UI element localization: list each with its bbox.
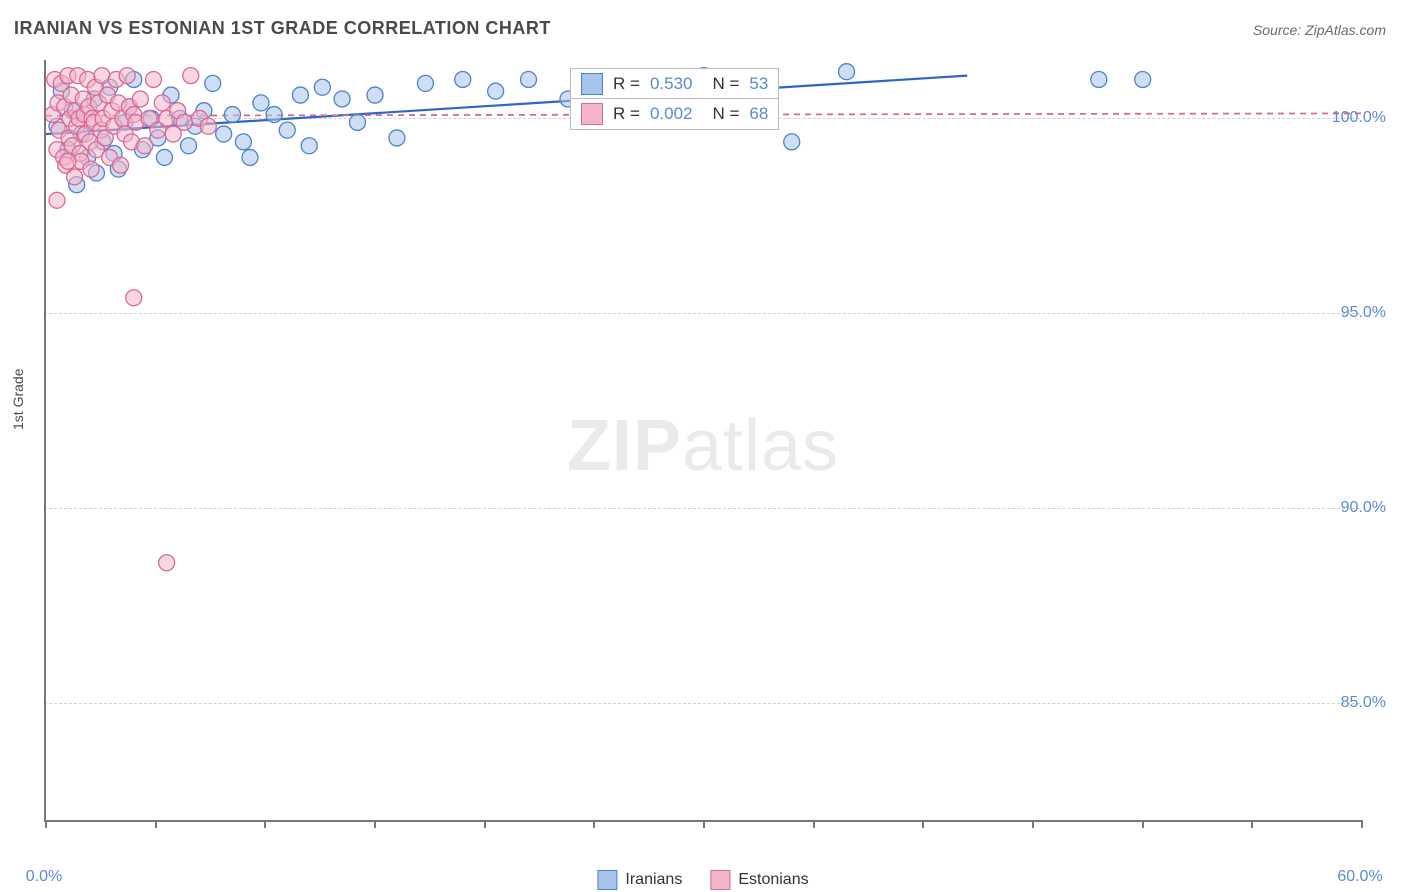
data-point	[301, 138, 317, 154]
data-point	[266, 107, 282, 123]
data-point	[292, 87, 308, 103]
correlation-box: R = 0.530 N = 53	[570, 68, 779, 100]
data-point	[183, 68, 199, 84]
data-point	[279, 122, 295, 138]
data-point	[60, 153, 76, 169]
watermark: ZIPatlas	[567, 405, 839, 487]
ytick-label: 100.0%	[1332, 109, 1386, 127]
data-point	[455, 71, 471, 87]
xtick	[155, 820, 157, 828]
xtick-label: 0.0%	[26, 868, 62, 886]
data-point	[417, 75, 433, 91]
data-point	[349, 114, 365, 130]
data-point	[334, 91, 350, 107]
series-swatch	[581, 73, 603, 95]
n-label: N =	[712, 74, 739, 94]
data-point	[253, 95, 269, 111]
data-point	[205, 75, 221, 91]
data-point	[119, 68, 135, 84]
data-point	[181, 138, 197, 154]
source-label: Source: ZipAtlas.com	[1253, 22, 1386, 38]
correlation-box: R = 0.002 N = 68	[570, 98, 779, 130]
y-axis-label: 1st Grade	[10, 369, 26, 430]
ytick-label: 95.0%	[1341, 304, 1386, 322]
r-value: 0.002	[650, 104, 693, 124]
data-point	[154, 95, 170, 111]
data-point	[242, 149, 258, 165]
legend-swatch	[597, 870, 617, 890]
xtick	[1142, 820, 1144, 828]
r-value: 0.530	[650, 74, 693, 94]
data-point	[145, 71, 161, 87]
data-point	[488, 83, 504, 99]
xtick	[374, 820, 376, 828]
xtick-label: 60.0%	[1337, 868, 1382, 886]
legend: Iranians Estonians	[597, 870, 808, 890]
xtick	[922, 820, 924, 828]
r-label: R =	[613, 74, 640, 94]
data-point	[784, 134, 800, 150]
data-point	[200, 118, 216, 134]
data-point	[126, 290, 142, 306]
data-point	[224, 107, 240, 123]
chart-title: IRANIAN VS ESTONIAN 1ST GRADE CORRELATIO…	[14, 18, 551, 39]
legend-item: Estonians	[710, 870, 808, 890]
xtick	[813, 820, 815, 828]
xtick	[484, 820, 486, 828]
n-value: 68	[749, 104, 768, 124]
ytick-label: 90.0%	[1341, 499, 1386, 517]
data-point	[156, 149, 172, 165]
xtick	[264, 820, 266, 828]
legend-swatch	[710, 870, 730, 890]
data-point	[367, 87, 383, 103]
xtick	[45, 820, 47, 828]
xtick	[1361, 820, 1363, 828]
watermark-zip: ZIP	[567, 406, 682, 486]
legend-label: Iranians	[625, 871, 682, 889]
data-point	[176, 114, 192, 130]
legend-item: Iranians	[597, 870, 682, 890]
data-point	[235, 134, 251, 150]
data-point	[839, 64, 855, 80]
data-point	[113, 157, 129, 173]
xtick	[703, 820, 705, 828]
xtick	[1251, 820, 1253, 828]
ytick-label: 85.0%	[1341, 694, 1386, 712]
data-point	[67, 169, 83, 185]
data-point	[389, 130, 405, 146]
series-swatch	[581, 103, 603, 125]
data-point	[137, 138, 153, 154]
xtick	[1032, 820, 1034, 828]
data-point	[159, 555, 175, 571]
r-label: R =	[613, 104, 640, 124]
data-point	[1135, 71, 1151, 87]
legend-label: Estonians	[738, 871, 808, 889]
data-point	[132, 91, 148, 107]
data-point	[521, 71, 537, 87]
n-label: N =	[712, 104, 739, 124]
data-point	[49, 192, 65, 208]
data-point	[1091, 71, 1107, 87]
data-point	[216, 126, 232, 142]
data-point	[314, 79, 330, 95]
xtick	[593, 820, 595, 828]
data-point	[83, 161, 99, 177]
watermark-atlas: atlas	[682, 406, 839, 486]
n-value: 53	[749, 74, 768, 94]
data-point	[94, 68, 110, 84]
